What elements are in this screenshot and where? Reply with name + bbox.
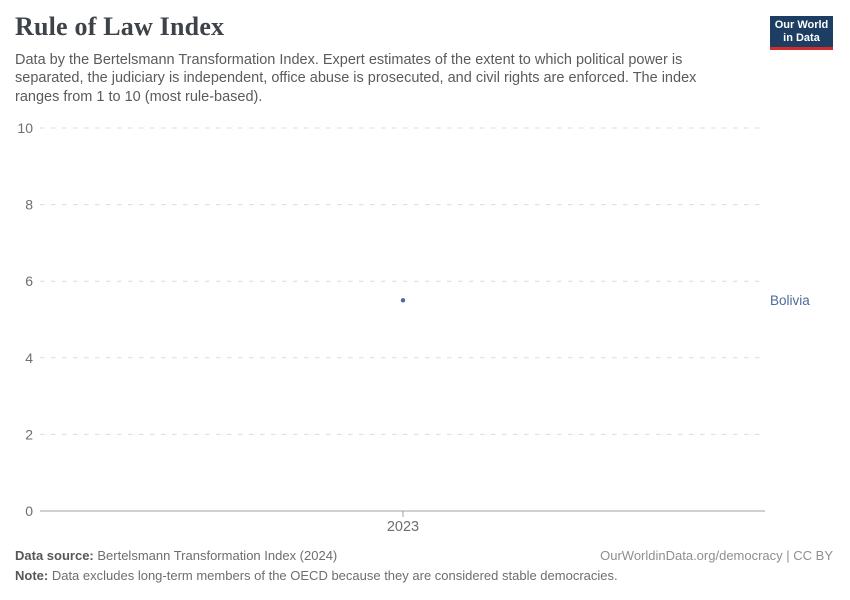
owid-logo-line2: in Data: [783, 31, 820, 44]
footer-source-text: Bertelsmann Transformation Index (2024): [93, 548, 338, 563]
footer-link[interactable]: OurWorldinData.org/democracy | CC BY: [600, 548, 833, 563]
chart-title: Rule of Law Index: [15, 12, 225, 41]
chart-subtitle: Data by the Bertelsmann Transformation I…: [15, 52, 697, 105]
footer-note: Note: Data excludes long-term members of…: [15, 568, 618, 584]
footer-source-label: Data source:: [15, 548, 94, 563]
entity-label[interactable]: Bolivia: [770, 293, 810, 308]
y-axis-label: 2: [25, 426, 33, 442]
chart-canvas: 0 2 4 6 8 10 2023 Bolivia: [17, 120, 810, 535]
y-axis-label: 6: [25, 273, 33, 289]
y-axis-label: 0: [25, 503, 33, 519]
x-axis-label: 2023: [387, 519, 419, 535]
owid-logo[interactable]: Our World in Data: [770, 16, 833, 50]
footer-note-row: Note: Data excludes long-term members of…: [15, 568, 833, 584]
footer-source-row: Data source: Bertelsmann Transformation …: [15, 548, 833, 564]
data-point[interactable]: [400, 298, 406, 303]
footer-source: Data source: Bertelsmann Transformation …: [15, 548, 337, 564]
y-axis-label: 4: [25, 350, 33, 366]
y-axis-label: 10: [17, 120, 33, 136]
footer-note-text: Data excludes long-term members of the O…: [48, 568, 618, 583]
owid-logo-line1: Our World: [774, 18, 829, 31]
y-axis-label: 8: [25, 197, 33, 213]
footer-note-label: Note:: [15, 568, 49, 583]
